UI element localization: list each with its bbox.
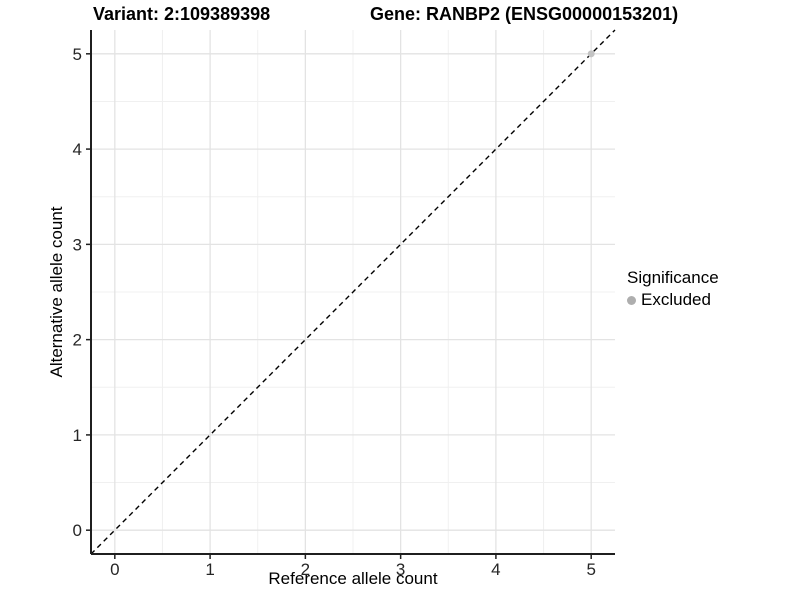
y-tick-label: 5 [73, 45, 82, 64]
y-tick-label: 3 [73, 235, 82, 254]
y-axis-title: Alternative allele count [47, 206, 66, 378]
y-tick-label: 1 [73, 426, 82, 445]
plot-title-gene: Gene: RANBP2 (ENSG00000153201) [370, 4, 679, 24]
y-tick-label: 2 [73, 331, 82, 350]
x-tick-label: 1 [205, 560, 214, 579]
x-tick-label: 3 [396, 560, 405, 579]
data-point [587, 50, 595, 58]
identity-dashed-line [90, 29, 616, 555]
y-tick-label: 4 [73, 140, 82, 159]
x-tick-label: 5 [586, 560, 595, 579]
legend-item-excluded: Excluded [627, 290, 719, 310]
x-axis-title: Reference allele count [268, 569, 438, 588]
legend-title: Significance [627, 268, 719, 287]
x-tick-label: 4 [491, 560, 500, 579]
y-tick-label: 0 [73, 521, 82, 540]
legend-marker-excluded [627, 295, 636, 305]
x-tick-label: 2 [301, 560, 310, 579]
legend: Significance Excluded [627, 268, 719, 310]
legend-item-label: Excluded [641, 290, 711, 309]
x-tick-label: 0 [110, 560, 119, 579]
plot-title-variant: Variant: 2:109389398 [93, 4, 271, 24]
